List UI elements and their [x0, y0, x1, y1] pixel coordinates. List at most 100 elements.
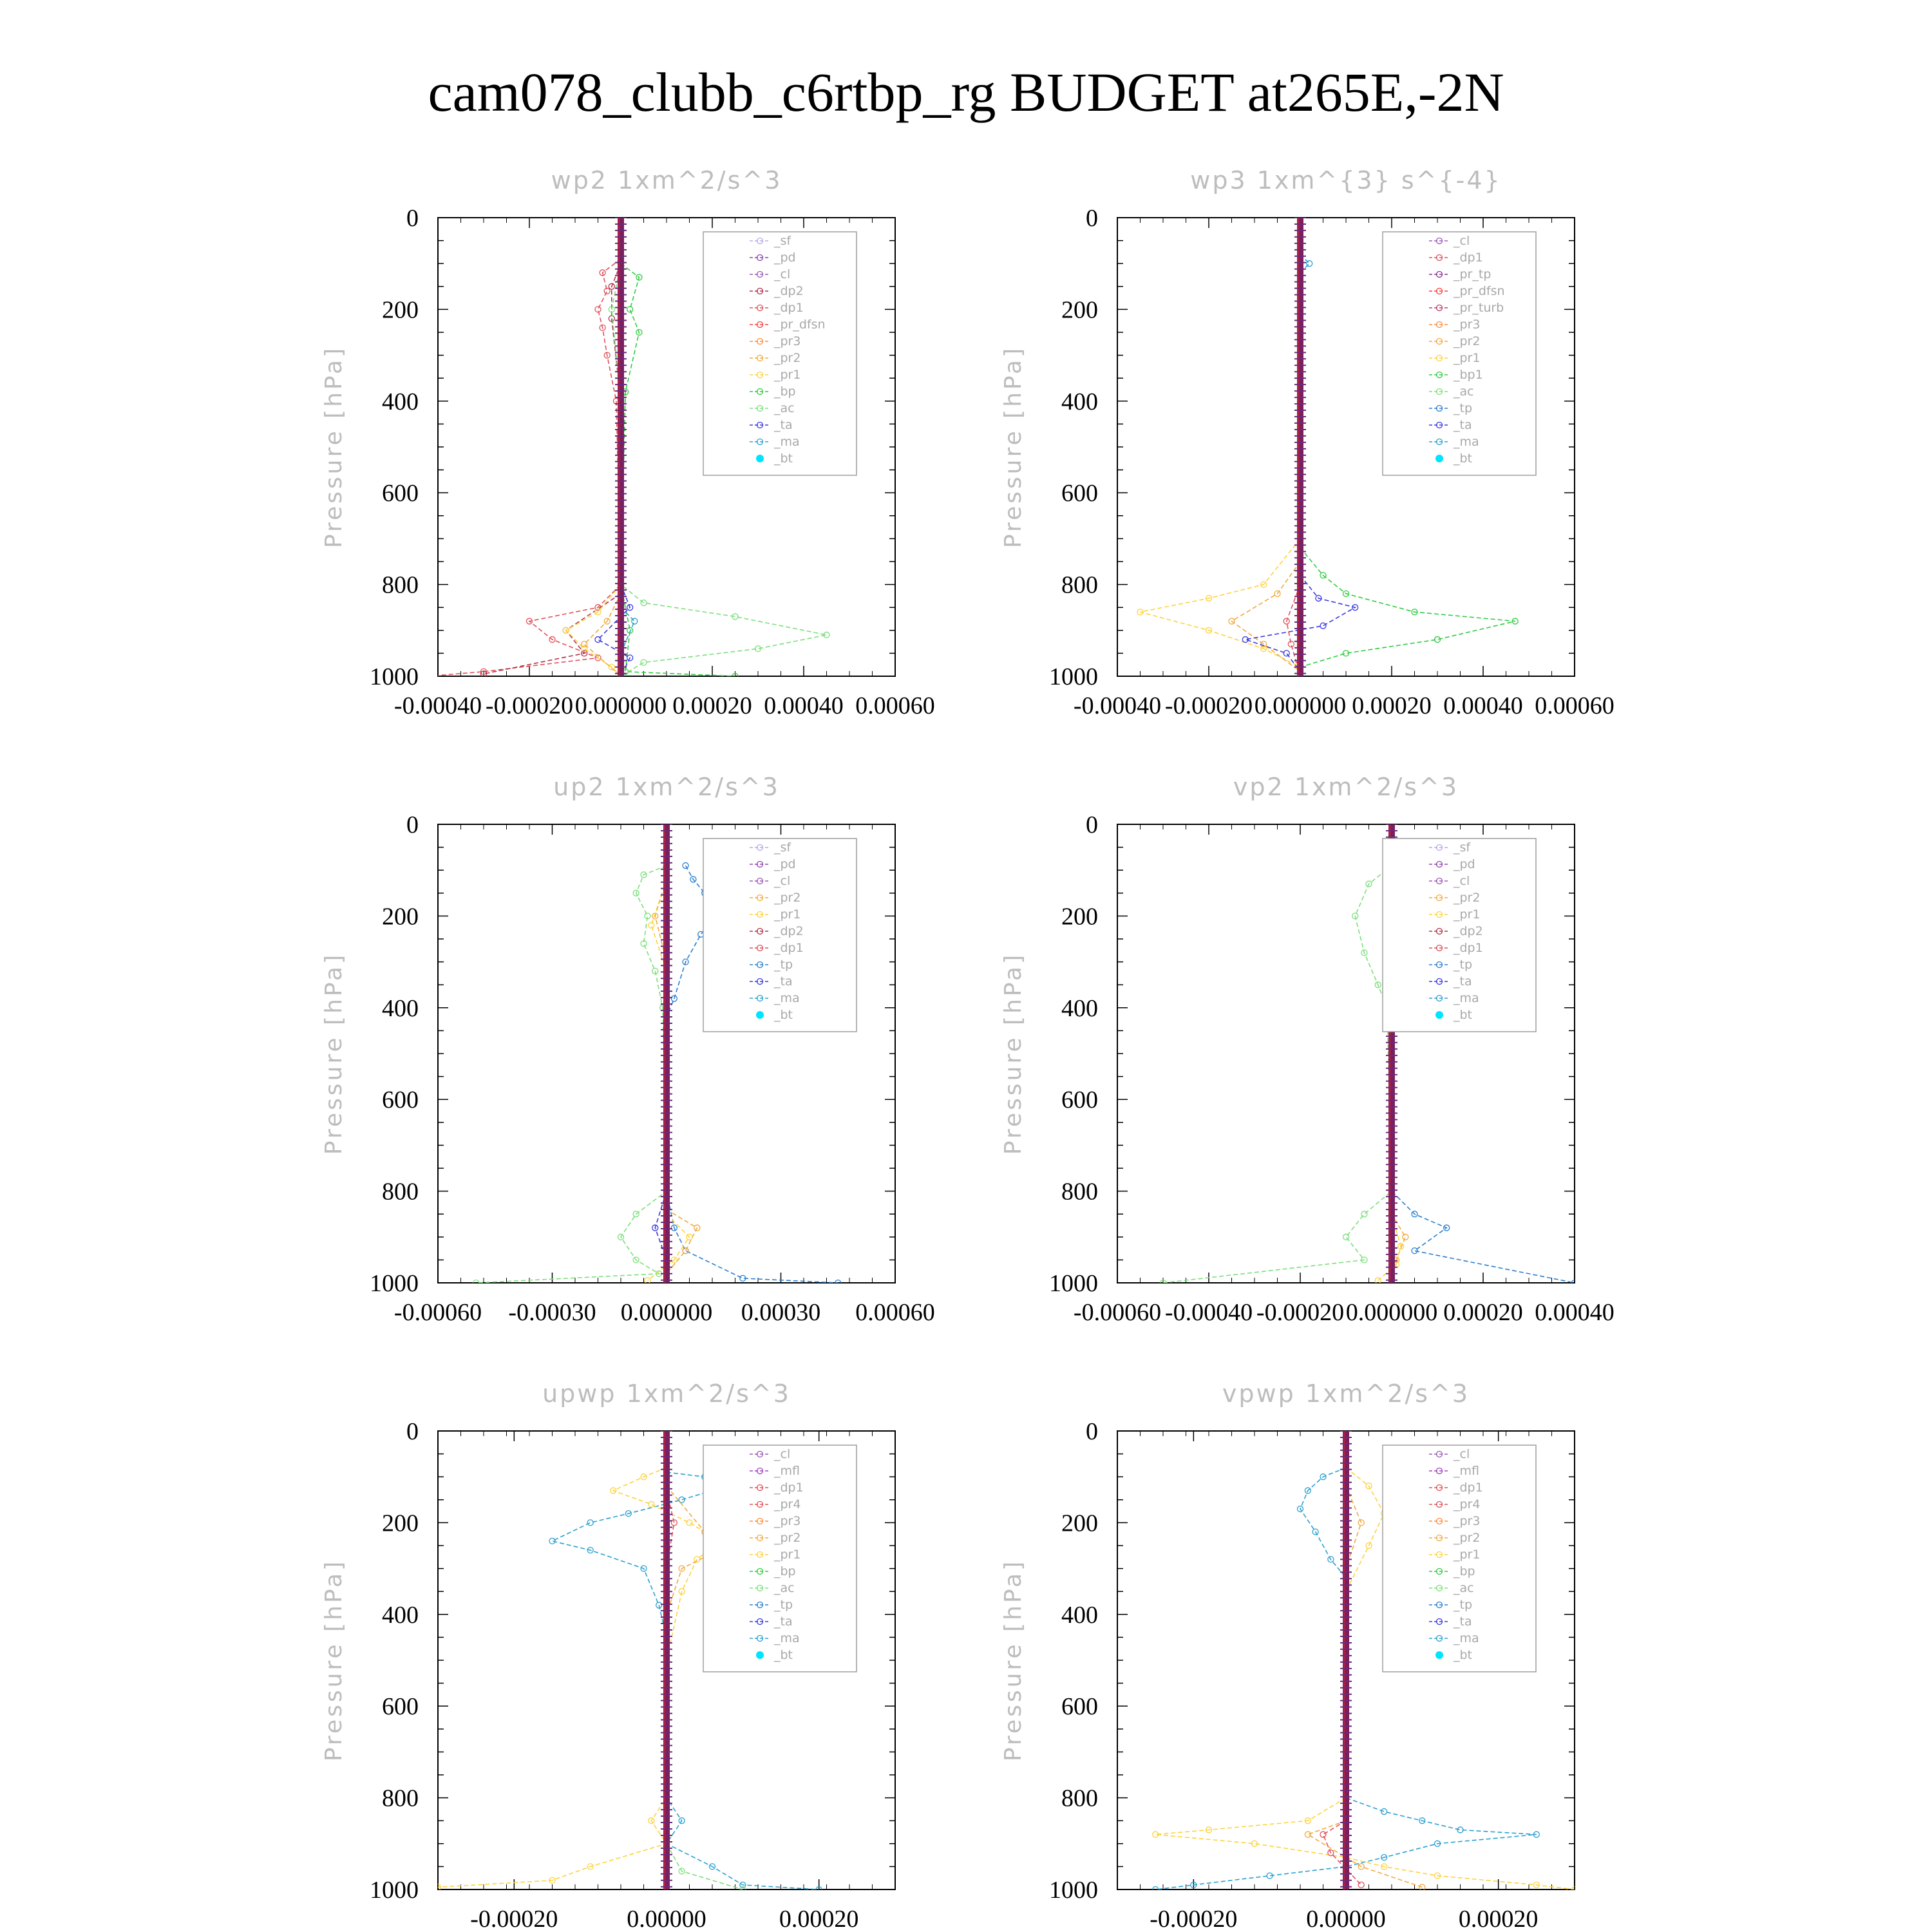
y-tick-label: 0 — [406, 811, 419, 838]
legend-marker — [1435, 1651, 1443, 1659]
data-point — [754, 645, 762, 652]
y-tick-label: 400 — [1061, 1602, 1098, 1629]
data-point — [678, 1565, 685, 1572]
legend-entry: _pr3 — [773, 334, 800, 348]
plot-area — [473, 824, 842, 1283]
legend-entry: _tp — [773, 958, 793, 972]
x-tick-label: 0.00020 — [1352, 692, 1432, 719]
x-tick-label: 0.000000 — [621, 1299, 713, 1326]
data-point — [1342, 650, 1350, 657]
legend-marker — [756, 994, 764, 1002]
data-point — [1352, 913, 1359, 920]
x-tick-label: -0.00040 — [394, 692, 482, 719]
x-tick-label: 0.00060 — [1535, 692, 1615, 719]
data-point — [648, 922, 655, 929]
legend-box — [703, 1444, 857, 1672]
x-tick-label: 0.000000 — [1255, 692, 1347, 719]
data-point — [678, 1868, 685, 1875]
data-point — [632, 889, 639, 896]
legend-entry: _ta — [1453, 974, 1472, 989]
x-tick-label: 0.00060 — [855, 1299, 935, 1326]
data-point — [1511, 618, 1519, 625]
y-tick-label: 600 — [382, 480, 419, 507]
data-point — [625, 1510, 632, 1517]
series-line-tp — [551, 1472, 819, 1889]
x-tick-label: 0.000000 — [1346, 1299, 1438, 1326]
legend-marker — [756, 927, 764, 935]
panel-1: wp3 1xm^{3} s^{-4}02004006008001000-0.00… — [1000, 166, 1615, 719]
y-tick-label: 200 — [382, 296, 419, 323]
series-line-ta — [654, 1191, 667, 1260]
data-point — [1533, 1831, 1540, 1838]
data-point — [526, 618, 533, 625]
legend-marker — [756, 1634, 764, 1642]
data-point — [594, 636, 601, 643]
panel-5: vpwp 1xm^2/s^3 0 200 400 600 800 1000 -0.00020 0… — [1000, 1379, 1575, 1932]
data-point — [627, 654, 634, 661]
legend-marker — [1435, 1618, 1443, 1625]
legend-marker — [756, 455, 764, 462]
data-point — [682, 862, 689, 869]
legend-entry: _bp1 — [1453, 368, 1483, 382]
legend-entry: _pr3 — [1453, 317, 1480, 332]
y-tick-label: 0 — [1086, 205, 1098, 232]
data-point — [1327, 1849, 1334, 1857]
data-point — [480, 668, 488, 676]
legend-marker — [1435, 877, 1443, 885]
x-tick-label: 0.00040 — [764, 692, 844, 719]
x-tick-label: 0.00030 — [741, 1299, 821, 1326]
data-point — [1402, 1233, 1409, 1240]
y-tick-label: 200 — [382, 903, 419, 930]
legend-marker — [756, 304, 764, 312]
legend-marker — [756, 354, 764, 362]
data-point — [1358, 1863, 1365, 1870]
legend-entry: _bt — [773, 1648, 793, 1662]
data-point — [835, 1279, 842, 1283]
legend-marker — [1435, 321, 1443, 328]
data-point — [648, 1817, 655, 1824]
x-tick-label: 0.00040 — [1443, 692, 1523, 719]
series-line-ta — [597, 584, 631, 676]
legend-marker — [756, 254, 764, 261]
data-point — [678, 1817, 685, 1824]
legend-marker — [756, 1450, 764, 1458]
legend-marker — [756, 1551, 764, 1558]
data-point — [562, 627, 569, 634]
legend-marker — [1435, 1450, 1443, 1458]
data-point — [549, 1537, 556, 1545]
data-point — [1457, 1826, 1464, 1833]
legend-entry: _pr2 — [773, 1531, 800, 1545]
legend-entry: _dp2 — [1453, 924, 1483, 938]
y-tick-label: 1000 — [370, 663, 419, 690]
data-point — [603, 352, 611, 359]
legend-marker — [756, 388, 764, 395]
legend-entry: _cl — [773, 267, 790, 281]
series-line-pr1 — [1155, 1467, 1575, 1889]
legend-entry: _tp — [773, 1598, 793, 1612]
data-point — [1365, 880, 1372, 887]
data-point — [1137, 609, 1144, 616]
legend-marker — [756, 894, 764, 902]
data-point — [473, 1279, 480, 1283]
y-tick-label: 0 — [1086, 811, 1098, 838]
legend-marker — [756, 911, 764, 918]
legend-box — [1382, 1444, 1537, 1672]
legend-entry: _pr1 — [773, 1548, 800, 1562]
series-line-pr2 — [583, 593, 621, 676]
legend-marker — [756, 1467, 764, 1475]
series-line-ac — [611, 263, 827, 676]
series-line-pr1 — [647, 879, 690, 1282]
data-point — [1411, 1247, 1418, 1255]
legend-entry: _tp — [1453, 401, 1472, 415]
legend-box — [703, 838, 857, 1032]
series-line-dp1 — [1162, 865, 1392, 1283]
y-tick-label: 800 — [1061, 1179, 1098, 1206]
panel-title: vpwp 1xm^2/s^3 — [1222, 1379, 1470, 1408]
data-point — [686, 1519, 693, 1526]
legend-marker — [1435, 978, 1443, 985]
legend-entry: _sf — [773, 234, 791, 248]
legend-entry: _dp1 — [773, 301, 804, 315]
legend-entry: _pr_tp — [1453, 267, 1491, 281]
data-point — [1266, 1872, 1273, 1879]
